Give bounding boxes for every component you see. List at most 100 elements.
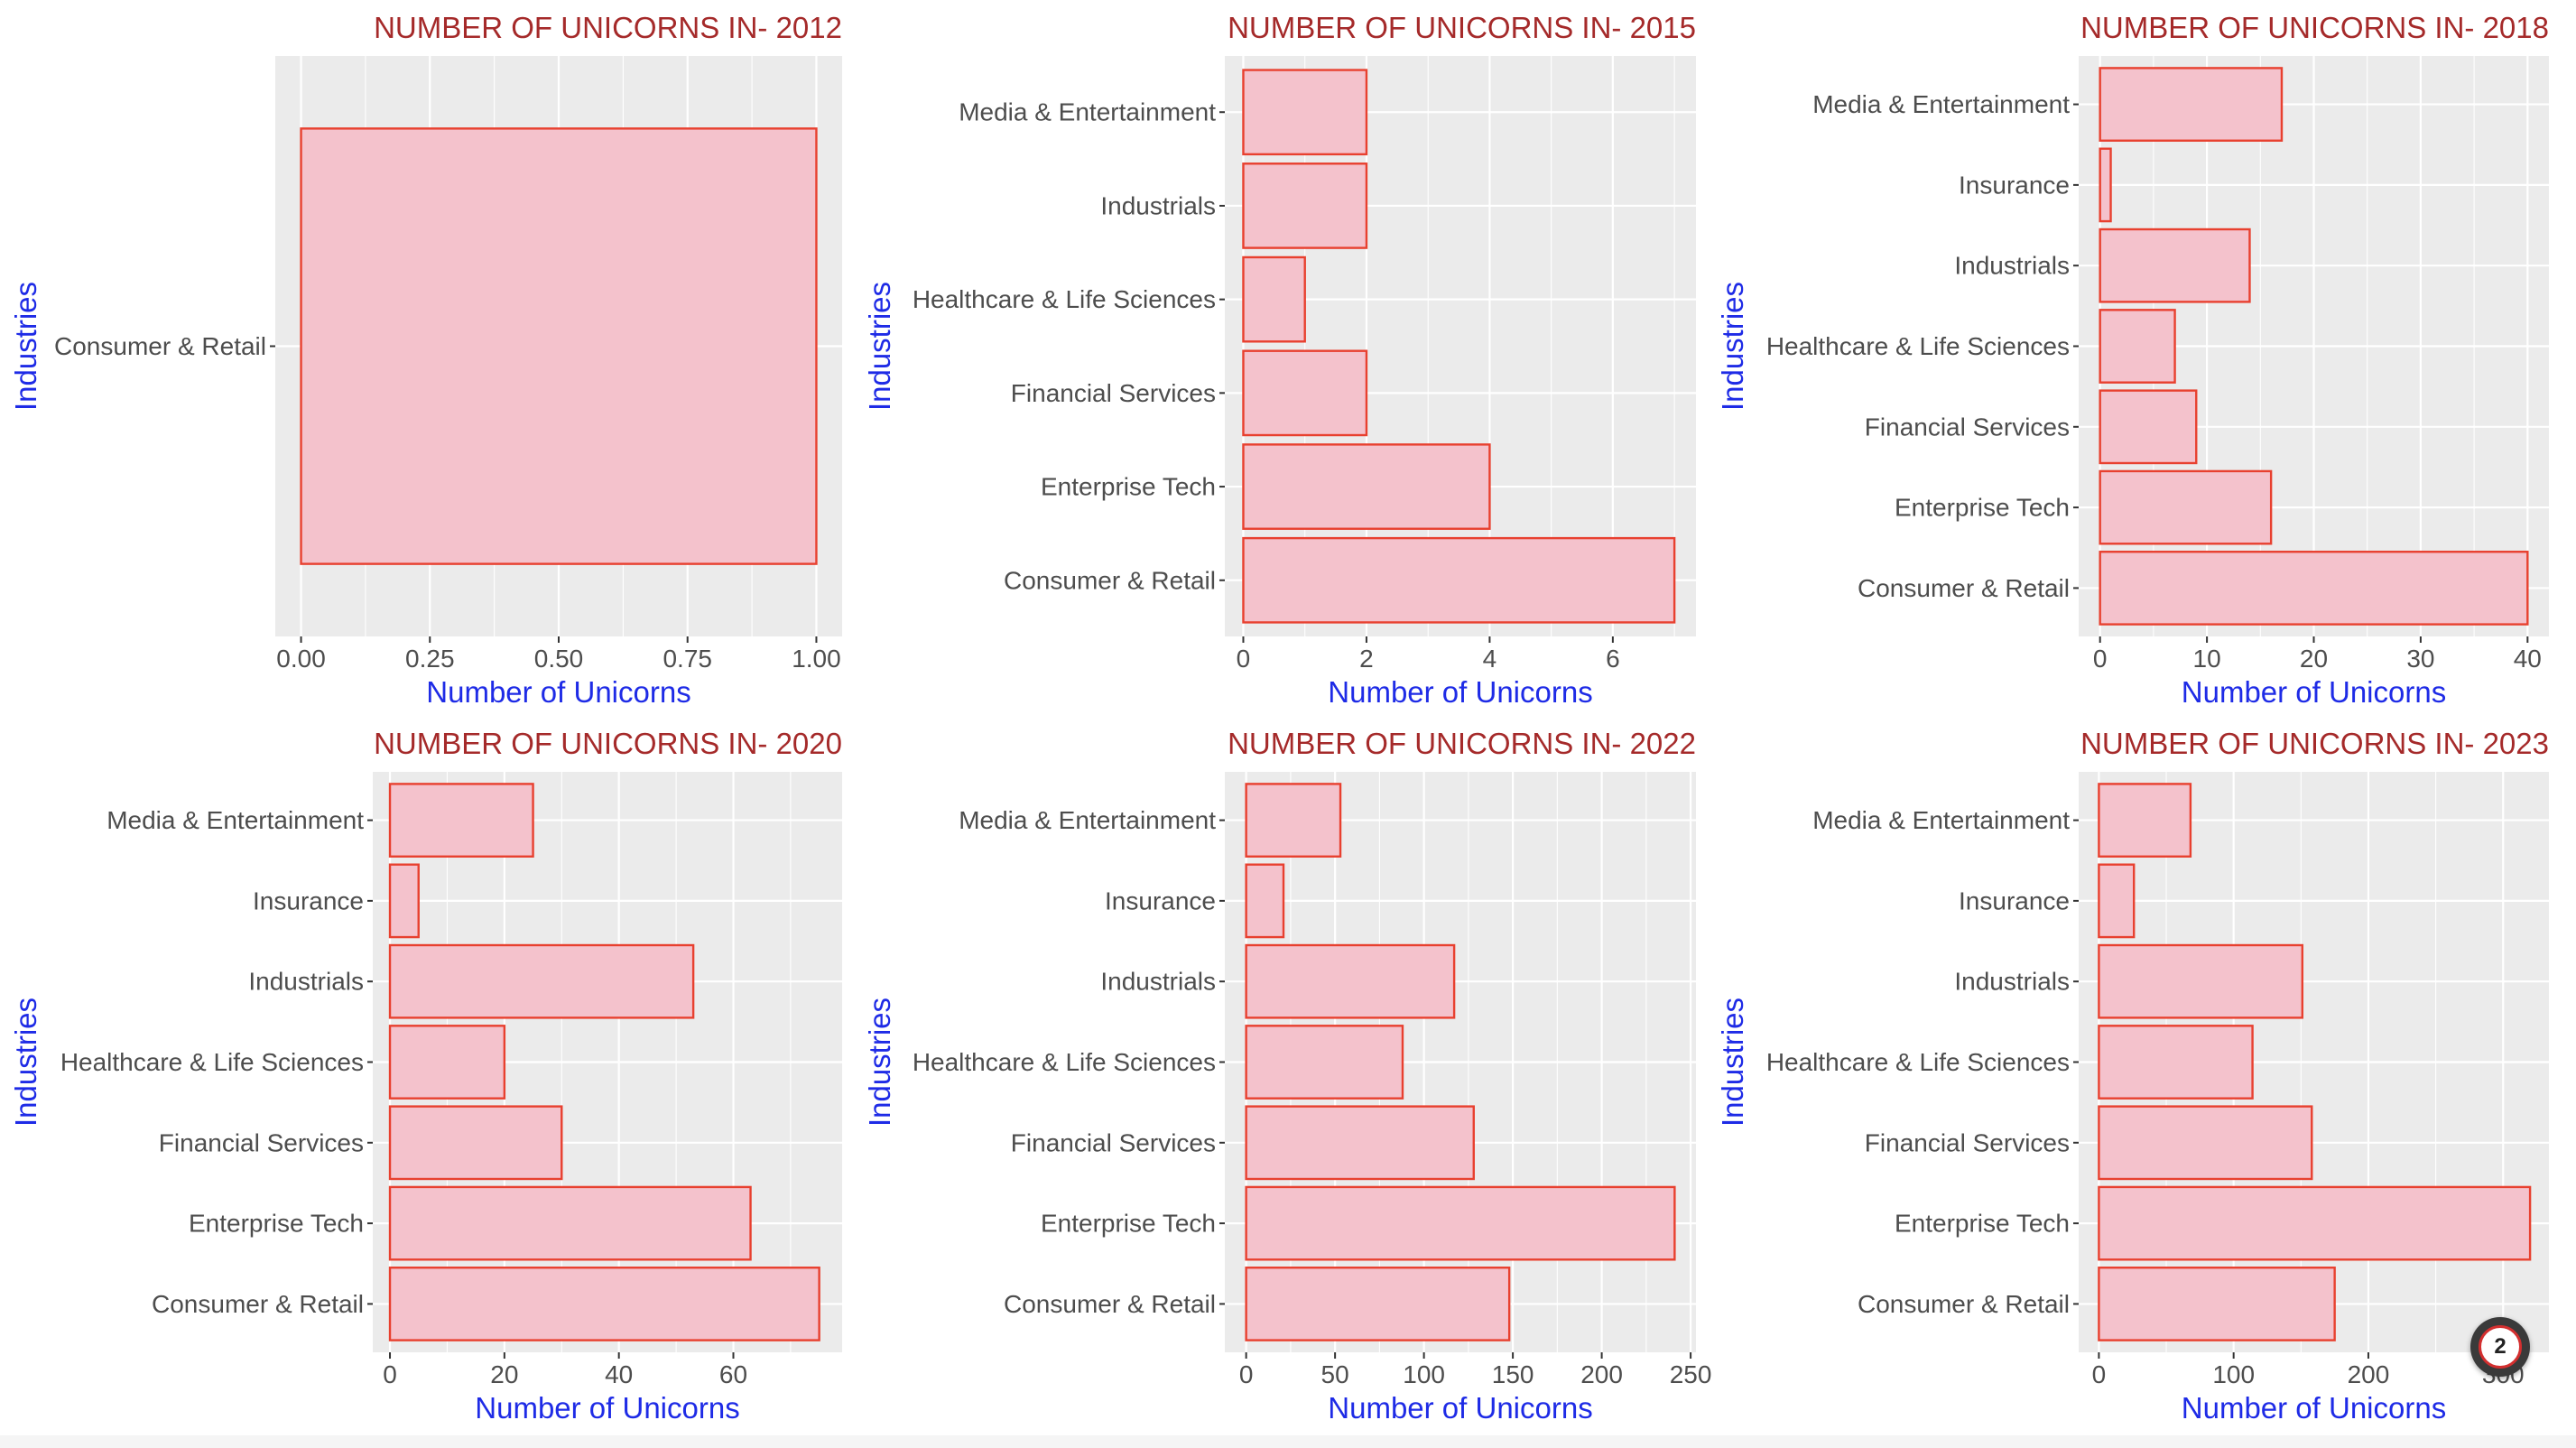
chart-3: Consumer & Retail Enterprise Tech Financia… (1716, 11, 2549, 709)
bar-enterprise-tech (2098, 1185, 2532, 1261)
y-tick-label: Media & Entertainment (959, 806, 1216, 834)
y-tick-label: Enterprise Tech (1041, 1210, 1216, 1238)
bar-industrials (1242, 162, 1368, 249)
chart-title: NUMBER OF UNICORNS IN- 2020 (374, 727, 842, 760)
bar-media-and-entertainment (2098, 783, 2192, 858)
bar-media-and-entertainment (1242, 69, 1368, 156)
x-tick-label: 60 (719, 1360, 747, 1388)
bar-insurance (2099, 147, 2112, 223)
x-tick-label: 30 (2406, 645, 2434, 673)
y-tick-label: Healthcare & Life Sciences (913, 285, 1216, 313)
x-axis-label: Number of Unicorns (1328, 675, 1592, 709)
bar-media-and-entertainment (388, 783, 534, 858)
x-axis-label: Number of Unicorns (2182, 675, 2446, 709)
y-tick-label: Healthcare & Life Sciences (1766, 332, 2070, 360)
x-tick-label: 10 (2193, 645, 2221, 673)
page-badge-label: 2 (2479, 1325, 2522, 1369)
x-tick-label: 100 (2212, 1360, 2255, 1388)
y-tick-label: Consumer & Retail (1858, 574, 2070, 602)
y-tick-label: Insurance (1959, 171, 2070, 199)
x-tick-label: 200 (2348, 1360, 2390, 1388)
bar-consumer-and-retail (2098, 1267, 2336, 1341)
bar-industrials (388, 943, 695, 1019)
x-axis-label: Number of Unicorns (475, 1391, 739, 1425)
y-tick-label: Media & Entertainment (959, 98, 1216, 126)
bar-enterprise-tech (388, 1185, 752, 1261)
bar-enterprise-tech (1245, 1185, 1676, 1261)
bar-industrials (2099, 227, 2251, 303)
x-tick-label: 0 (383, 1360, 397, 1388)
bar-insurance (2098, 863, 2136, 939)
x-axis-label: Number of Unicorns (2182, 1391, 2446, 1425)
bar-healthcare-and-life-sciences (2099, 309, 2176, 384)
y-tick-label: Insurance (253, 886, 364, 914)
bar-healthcare-and-life-sciences (1242, 255, 1306, 343)
chart-2: Consumer & Retail Enterprise Tech Financia… (863, 11, 1696, 709)
bar-enterprise-tech (1242, 443, 1491, 530)
y-tick-label: Insurance (1105, 886, 1216, 914)
bar-healthcare-and-life-sciences (388, 1025, 506, 1100)
y-axis-label: Industries (1716, 282, 1749, 411)
bar-healthcare-and-life-sciences (2098, 1025, 2254, 1100)
y-tick-label: Consumer & Retail (1004, 566, 1216, 594)
chart-4: Consumer & Retail Enterprise Tech Financia… (9, 727, 842, 1425)
bar-insurance (388, 863, 420, 939)
bar-healthcare-and-life-sciences (1245, 1025, 1404, 1100)
x-tick-label: 0 (1237, 645, 1251, 673)
x-tick-label: 6 (1606, 645, 1620, 673)
x-axis-label: Number of Unicorns (1328, 1391, 1592, 1425)
chart-title: NUMBER OF UNICORNS IN- 2018 (2080, 11, 2549, 44)
x-tick-label: 2 (1359, 645, 1374, 673)
y-tick-label: Media & Entertainment (1812, 806, 2070, 834)
bar-financial-services (1245, 1105, 1475, 1181)
x-tick-label: 0 (2092, 1360, 2107, 1388)
bar-consumer-and-retail (388, 1267, 820, 1341)
x-tick-label: 40 (2514, 645, 2542, 673)
y-tick-label: Industrials (1100, 968, 1216, 996)
y-axis-label: Industries (863, 282, 896, 411)
x-tick-label: 0 (1239, 1360, 1254, 1388)
x-tick-label: 1.00 (792, 645, 841, 673)
chart-title: NUMBER OF UNICORNS IN- 2012 (374, 11, 842, 44)
y-tick-label: Healthcare & Life Sciences (1766, 1048, 2070, 1076)
y-tick-label: Enterprise Tech (1895, 494, 2070, 522)
bar-consumer-and-retail (2099, 551, 2529, 626)
chart-title: NUMBER OF UNICORNS IN- 2015 (1228, 11, 1696, 44)
y-tick-label: Insurance (1959, 886, 2070, 914)
chart-6: Consumer & Retail Enterprise Tech Financia… (1716, 727, 2549, 1425)
y-axis-label: Industries (1716, 998, 1749, 1127)
y-tick-label: Consumer & Retail (54, 332, 266, 360)
y-tick-label: Enterprise Tech (1041, 473, 1216, 501)
bar-industrials (1245, 943, 1456, 1019)
y-tick-label: Financial Services (1865, 413, 2070, 441)
y-tick-label: Enterprise Tech (1895, 1210, 2070, 1238)
bar-consumer-and-retail (1242, 536, 1676, 624)
x-tick-label: 150 (1492, 1360, 1534, 1388)
y-tick-label: Industrials (1954, 968, 2070, 996)
x-tick-label: 0.00 (276, 645, 326, 673)
page-badge[interactable]: 2 (2470, 1317, 2530, 1377)
x-tick-label: 20 (2300, 645, 2328, 673)
y-axis-label: Industries (9, 998, 42, 1127)
x-tick-label: 100 (1403, 1360, 1445, 1388)
y-tick-label: Healthcare & Life Sciences (913, 1048, 1216, 1076)
y-tick-label: Enterprise Tech (189, 1210, 364, 1238)
bar-financial-services (2098, 1105, 2313, 1181)
bar-insurance (1245, 863, 1285, 939)
x-tick-label: 40 (605, 1360, 633, 1388)
chart-title: NUMBER OF UNICORNS IN- 2023 (2080, 727, 2549, 760)
x-tick-label: 200 (1580, 1360, 1623, 1388)
bar-financial-services (388, 1105, 563, 1181)
y-tick-label: Media & Entertainment (1812, 90, 2070, 118)
y-tick-label: Media & Entertainment (107, 806, 364, 834)
x-axis-label: Number of Unicorns (426, 675, 690, 709)
x-tick-label: 4 (1483, 645, 1497, 673)
y-tick-label: Healthcare & Life Sciences (60, 1048, 364, 1076)
y-tick-label: Consumer & Retail (1004, 1290, 1216, 1318)
bar-industrials (2098, 943, 2304, 1019)
chart-5: Consumer & Retail Enterprise Tech Financia… (863, 727, 1711, 1425)
x-tick-label: 0.25 (405, 645, 455, 673)
y-tick-label: Industrials (248, 968, 364, 996)
